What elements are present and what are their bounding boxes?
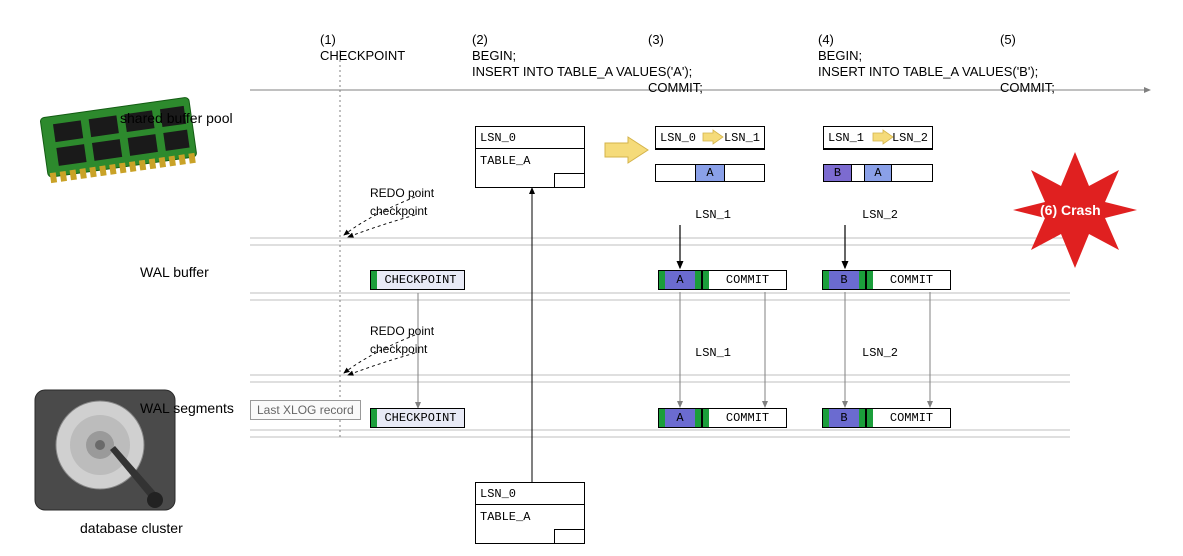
- walseg-checkpoint: CHECKPOINT: [370, 408, 465, 428]
- lsn1-arrow-label: LSN_1: [695, 208, 731, 222]
- step-5-commit: COMMIT;: [1000, 80, 1055, 95]
- row-wal-segments: WAL segments: [140, 400, 234, 416]
- walseg-a: A: [658, 408, 702, 428]
- lsn0-label-2: LSN_0: [660, 131, 696, 145]
- tuple-a-2: A: [864, 165, 892, 181]
- step-2-begin: BEGIN;: [472, 48, 516, 63]
- lsn0-label: LSN_0: [480, 131, 516, 145]
- step-5-num: (5): [1000, 32, 1016, 47]
- walseg-lsn2-label: LSN_2: [862, 346, 898, 360]
- lsn1-label-2: LSN_1: [828, 131, 864, 145]
- walseg-commit-2: COMMIT: [866, 408, 951, 428]
- step-1-num: (1): [320, 32, 336, 47]
- redo-point-upper: REDO point: [370, 186, 434, 200]
- lsn1-label: LSN_1: [724, 131, 760, 145]
- walbuf-a-text: A: [665, 271, 695, 289]
- walbuf-checkpoint-text: CHECKPOINT: [377, 271, 464, 289]
- step-4-num: (4): [818, 32, 834, 47]
- walbuf-b: B: [822, 270, 866, 290]
- last-xlog-record: Last XLOG record: [250, 400, 361, 420]
- walbuf-commit-1-text: COMMIT: [709, 271, 786, 289]
- step-1-label: CHECKPOINT: [320, 48, 405, 63]
- row-shared-buffer-pool: shared buffer pool: [120, 110, 233, 126]
- step-4-insert: INSERT INTO TABLE_A VALUES('B');: [818, 64, 1038, 79]
- redo-point-lower: REDO point: [370, 324, 434, 338]
- walbuf-commit-2: COMMIT: [866, 270, 951, 290]
- step-4-begin: BEGIN;: [818, 48, 862, 63]
- row-wal-buffer: WAL buffer: [140, 264, 209, 280]
- page-box-lsn0-to-1: LSN_0 LSN_1: [655, 126, 765, 150]
- lsn2-arrow-label: LSN_2: [862, 208, 898, 222]
- tuple-b: B: [824, 165, 852, 181]
- page-box-lsn1-to-2: LSN_1 LSN_2: [823, 126, 933, 150]
- lsn2-label: LSN_2: [892, 131, 928, 145]
- walbuf-checkpoint: CHECKPOINT: [370, 270, 465, 290]
- walseg-lsn1-label: LSN_1: [695, 346, 731, 360]
- crash-label: (6) Crash: [1040, 202, 1101, 218]
- walseg-b: B: [822, 408, 866, 428]
- tuple-a: A: [695, 165, 725, 181]
- walseg-commit-2-text: COMMIT: [873, 409, 950, 427]
- step-2-num: (2): [472, 32, 488, 47]
- checkpoint-lower: checkpoint: [370, 342, 427, 356]
- dbcluster-table-a: TABLE_A: [480, 510, 530, 524]
- tuple-row-ba: B A: [823, 164, 933, 182]
- walseg-checkpoint-text: CHECKPOINT: [377, 409, 464, 427]
- walbuf-a: A: [658, 270, 702, 290]
- row-database-cluster: database cluster: [80, 520, 183, 536]
- walseg-commit-1-text: COMMIT: [709, 409, 786, 427]
- walseg-commit-1: COMMIT: [702, 408, 787, 428]
- step-3-num: (3): [648, 32, 664, 47]
- dbcluster-page-box: LSN_0 TABLE_A: [475, 482, 585, 544]
- checkpoint-upper: checkpoint: [370, 204, 427, 218]
- walbuf-b-text: B: [829, 271, 859, 289]
- page-box-lsn0: LSN_0 TABLE_A: [475, 126, 585, 188]
- walseg-a-text: A: [665, 409, 695, 427]
- walbuf-commit-2-text: COMMIT: [873, 271, 950, 289]
- walbuf-commit-1: COMMIT: [702, 270, 787, 290]
- dbcluster-lsn0: LSN_0: [480, 487, 516, 501]
- walseg-b-text: B: [829, 409, 859, 427]
- step-3-commit: COMMIT;: [648, 80, 703, 95]
- tuple-row-a: A: [655, 164, 765, 182]
- table-a-label: TABLE_A: [480, 154, 530, 168]
- step-2-insert: INSERT INTO TABLE_A VALUES('A');: [472, 64, 692, 79]
